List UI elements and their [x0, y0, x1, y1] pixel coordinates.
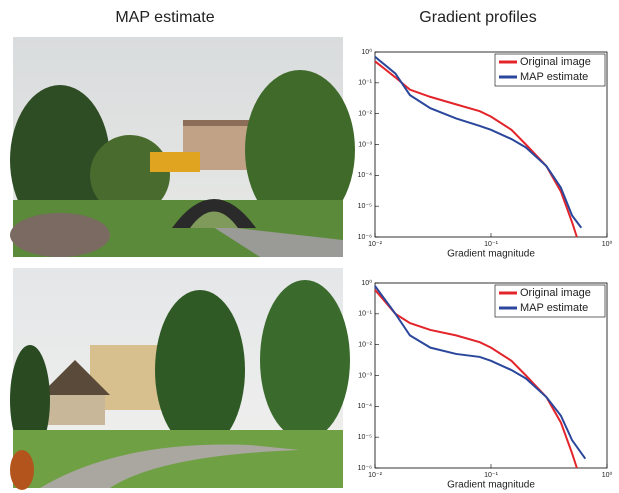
x-tick-label: 10⁻¹: [484, 241, 498, 248]
y-tick-label: 10⁻³: [358, 141, 372, 148]
y-tick-label: 10⁻²: [358, 342, 372, 349]
y-tick-label: 10⁻⁴: [358, 172, 373, 179]
x-axis-label: Gradient magnitude: [447, 480, 535, 491]
x-tick-label: 10⁻²: [368, 472, 382, 479]
x-tick-label: 10⁻²: [368, 241, 382, 248]
y-tick-label: 10⁻²: [358, 111, 372, 118]
y-tick-label: 10⁻¹: [358, 311, 372, 318]
column-heading: MAP estimate: [115, 9, 214, 26]
column-heading: Gradient profiles: [419, 9, 536, 26]
x-axis-label: Gradient magnitude: [447, 249, 535, 260]
y-tick-label: 10⁻⁵: [358, 203, 372, 210]
legend-label: MAP estimate: [520, 71, 588, 83]
page: MAP estimate Gradient profiles 10⁻⁶ 10⁻⁵ 1…: [0, 0, 619, 493]
y-tick-label: 10⁻⁵: [358, 434, 372, 441]
x-tick-label: 10⁰: [602, 240, 613, 248]
legend-label: MAP estimate: [520, 302, 588, 314]
photo: [10, 37, 355, 257]
x-tick-label: 10⁰: [602, 471, 613, 479]
legend-label: Original image: [520, 56, 591, 68]
y-tick-label: 10⁻⁴: [358, 403, 373, 410]
y-tick-label: 10⁰: [361, 279, 372, 287]
y-tick-label: 10⁰: [361, 48, 372, 56]
photo: [10, 268, 350, 490]
figure: MAP estimate Gradient profiles 10⁻⁶ 10⁻⁵ 1…: [0, 0, 619, 493]
y-tick-label: 10⁻⁶: [358, 234, 372, 241]
legend-label: Original image: [520, 287, 591, 299]
x-tick-label: 10⁻¹: [484, 472, 498, 479]
y-tick-label: 10⁻³: [358, 372, 372, 379]
y-tick-label: 10⁻⁶: [358, 465, 372, 472]
y-tick-label: 10⁻¹: [358, 80, 372, 87]
